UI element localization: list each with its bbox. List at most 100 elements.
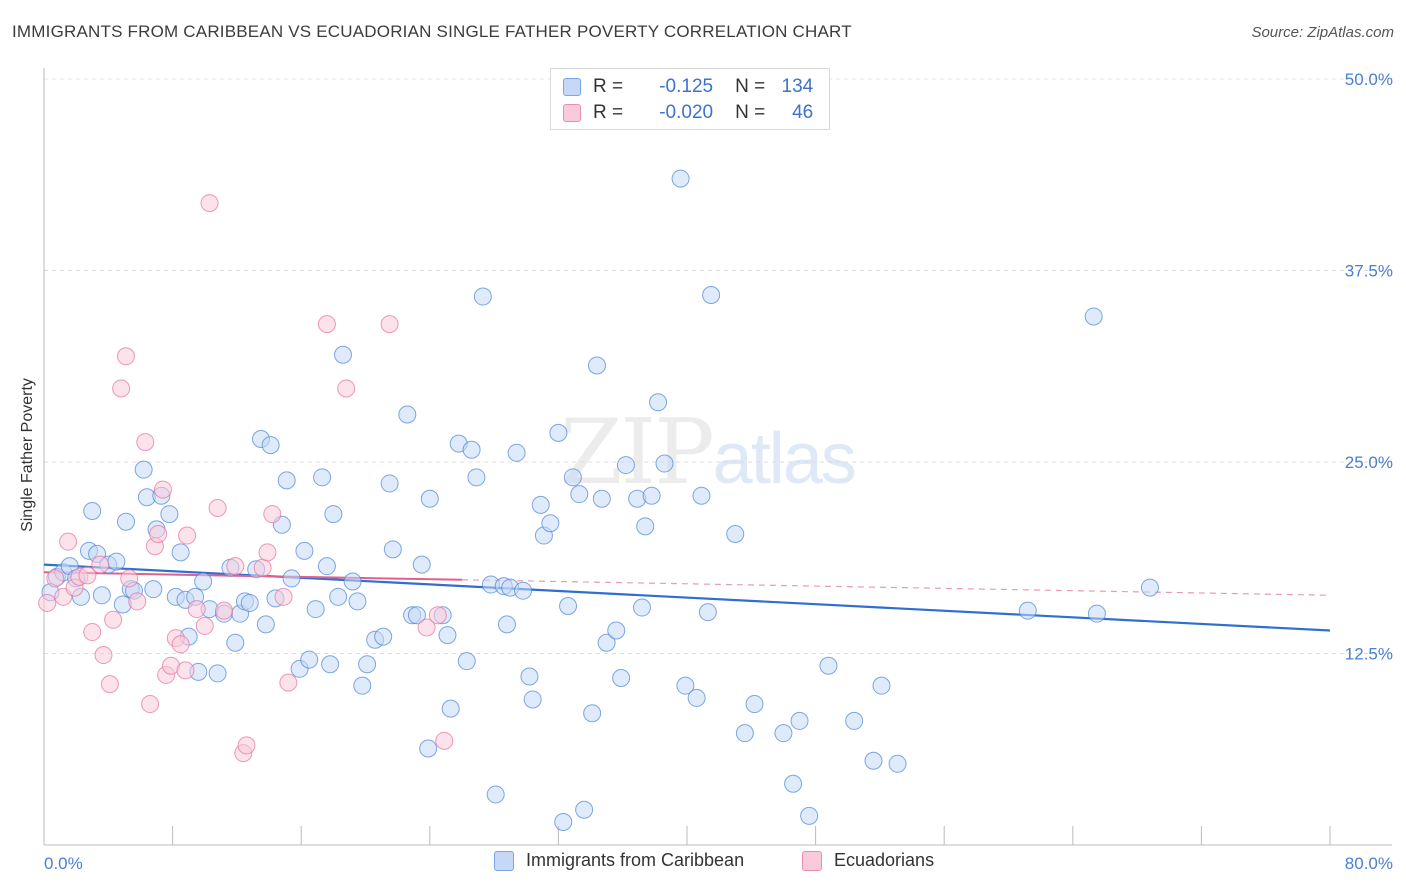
point-caribbean — [632, 598, 651, 617]
point-ecuadorian — [258, 543, 277, 562]
n-value: 134 — [781, 76, 814, 97]
point-ecuadorian — [153, 480, 172, 499]
point-ecuadorian — [149, 525, 168, 544]
r-label: R = — [593, 102, 624, 123]
point-ecuadorian — [38, 593, 57, 612]
point-caribbean — [774, 724, 793, 743]
stats-row-caribbean: R = -0.125 N = 134 — [563, 75, 813, 99]
point-caribbean — [676, 676, 695, 695]
point-caribbean — [277, 471, 296, 490]
point-caribbean — [570, 485, 589, 504]
legend-item-ecuadorians[interactable]: Ecuadorians — [802, 850, 934, 871]
point-ecuadorian — [94, 646, 113, 665]
point-caribbean — [587, 356, 606, 375]
point-ecuadorian — [128, 592, 147, 611]
point-ecuadorian — [274, 587, 293, 606]
point-caribbean — [1084, 307, 1103, 326]
point-caribbean — [295, 541, 314, 560]
point-ecuadorian — [171, 635, 190, 654]
point-caribbean — [383, 540, 402, 559]
grid — [44, 78, 1392, 654]
point-caribbean — [171, 543, 190, 562]
y-tick-label: 50.0% — [1345, 70, 1393, 89]
point-caribbean — [872, 676, 891, 695]
point-caribbean — [888, 754, 907, 773]
point-ecuadorian — [200, 194, 219, 213]
point-caribbean — [486, 785, 505, 804]
point-ecuadorian — [46, 569, 65, 588]
point-caribbean — [520, 667, 539, 686]
tick-labels: 12.5% 25.0% 37.5% 50.0% 0.0% 80.0% — [44, 70, 1393, 873]
point-ecuadorian — [141, 695, 160, 714]
point-caribbean — [549, 423, 568, 442]
point-caribbean — [160, 505, 179, 524]
point-caribbean — [687, 688, 706, 707]
watermark-zip: ZIP — [560, 400, 715, 505]
y-tick-label: 25.0% — [1345, 453, 1393, 472]
point-ecuadorian — [195, 616, 214, 635]
point-caribbean — [671, 169, 690, 188]
legend-item-caribbean[interactable]: Immigrants from Caribbean — [494, 850, 744, 871]
point-caribbean — [507, 443, 526, 462]
n-value: 46 — [792, 102, 814, 123]
legend-swatch-ecuadorians — [802, 850, 822, 871]
point-caribbean — [497, 615, 516, 634]
x-tick-label: 0.0% — [44, 854, 83, 873]
point-caribbean — [398, 405, 417, 424]
point-ecuadorian — [120, 569, 139, 588]
point-caribbean — [240, 593, 259, 612]
point-ecuadorian — [116, 347, 135, 366]
point-caribbean — [374, 627, 393, 646]
point-caribbean — [343, 572, 362, 591]
point-caribbean — [358, 655, 377, 674]
point-caribbean — [575, 800, 594, 819]
point-ecuadorian — [91, 555, 110, 574]
r-label: R = — [593, 76, 624, 97]
point-ecuadorian — [428, 606, 447, 625]
point-ecuadorian — [435, 731, 454, 750]
swatch-caribbean — [563, 78, 581, 96]
point-ecuadorian — [226, 557, 245, 576]
r-value: -0.125 — [659, 76, 714, 97]
point-caribbean — [226, 633, 245, 652]
point-ecuadorian — [78, 566, 97, 585]
point-caribbean — [116, 512, 135, 531]
point-caribbean — [134, 460, 153, 479]
point-ecuadorian — [100, 675, 119, 694]
data-points — [38, 169, 1159, 832]
point-caribbean — [306, 600, 325, 619]
legend-label: Ecuadorians — [834, 850, 935, 870]
point-caribbean — [329, 587, 348, 606]
n-label: N = — [735, 76, 766, 97]
point-caribbean — [412, 555, 431, 574]
chart-title: IMMIGRANTS FROM CARIBBEAN VS ECUADORIAN … — [12, 22, 852, 41]
point-caribbean — [438, 626, 457, 645]
point-caribbean — [655, 454, 674, 473]
point-ecuadorian — [253, 558, 272, 577]
y-tick-label: 37.5% — [1345, 262, 1393, 281]
legend-swatch-caribbean — [494, 850, 514, 871]
point-caribbean — [616, 456, 635, 475]
point-ecuadorian — [208, 498, 227, 517]
source-note: Source: ZipAtlas.com — [1251, 24, 1394, 41]
point-caribbean — [563, 468, 582, 487]
trend-line-ecuadorian-extension — [461, 579, 1331, 596]
point-caribbean — [726, 525, 745, 544]
stats-row-ecuadorians: R = -0.020 N = 46 — [563, 101, 813, 125]
point-caribbean — [702, 286, 721, 305]
point-caribbean — [462, 440, 481, 459]
legend-label: Immigrants from Caribbean — [526, 850, 745, 870]
point-ecuadorian — [215, 601, 234, 620]
y-tick-label: 12.5% — [1345, 645, 1393, 664]
point-caribbean — [261, 436, 280, 455]
point-caribbean — [107, 552, 126, 571]
point-caribbean — [559, 597, 578, 616]
point-caribbean — [649, 393, 668, 412]
watermark: ZIPatlas — [560, 400, 857, 505]
point-caribbean — [1018, 601, 1037, 620]
point-ecuadorian — [176, 661, 195, 680]
point-caribbean — [541, 514, 560, 533]
point-ecuadorian — [104, 610, 123, 629]
point-caribbean — [407, 606, 426, 625]
